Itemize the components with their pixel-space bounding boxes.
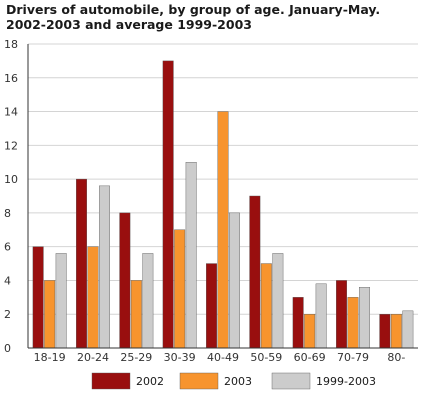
bar-2002-18-19 [32, 246, 44, 349]
legend-label: 1999-2003 [316, 375, 376, 388]
bar-1999-2003-80- [402, 310, 414, 349]
bar-2003-30-39 [174, 229, 186, 349]
bar-1999-2003-70-79 [359, 287, 370, 349]
legend-swatch-1999-2003 [271, 372, 311, 390]
x-tick-labels: 18-19 20-24 25-29 30-39 40-49 50-59 60-69 70-79… [34, 351, 406, 364]
bar-2003-50-59 [260, 263, 272, 349]
bar-2002-20-24 [76, 178, 87, 349]
bar-2003-18-19 [44, 280, 56, 349]
x-tick-label: 70-79 [337, 351, 369, 364]
x-tick-label: 30-39 [164, 351, 196, 364]
bar-1999-2003-20-24 [99, 185, 110, 349]
axes [27, 44, 418, 349]
bar-2002-80- [379, 314, 391, 349]
bar-2003-70-79 [347, 297, 359, 349]
legend-label: 2003 [224, 375, 252, 388]
x-tick-label: 25-29 [120, 351, 152, 364]
legend-swatch-2003 [179, 372, 219, 390]
y-tick-label: 18 [4, 38, 18, 51]
y-tick-label: 12 [4, 139, 18, 152]
x-tick-label: 60-69 [294, 351, 326, 364]
bars [32, 60, 414, 349]
y-tick-label: 14 [4, 106, 18, 119]
y-tick-label: 8 [4, 207, 11, 220]
bar-2002-30-39 [162, 60, 174, 349]
x-tick-label: 50-59 [250, 351, 282, 364]
bar-2002-70-79 [336, 280, 347, 349]
bar-2002-40-49 [206, 263, 217, 349]
legend-swatch-2002 [91, 372, 131, 390]
bar-2003-40-49 [217, 111, 229, 349]
chart-title: Drivers of automobile, by group of age. … [6, 2, 381, 32]
bar-2003-25-29 [130, 280, 142, 349]
bar-2003-60-69 [304, 314, 316, 349]
y-tick-label: 4 [4, 274, 11, 287]
y-tick-label: 16 [4, 72, 18, 85]
y-tick-label: 0 [4, 342, 11, 355]
bar-2002-25-29 [119, 212, 131, 349]
x-tick-label: 20-24 [77, 351, 109, 364]
bar-1999-2003-30-39 [185, 162, 197, 349]
bar-1999-2003-60-69 [315, 283, 327, 349]
legend-label: 2002 [136, 375, 164, 388]
bar-2002-50-59 [249, 195, 261, 349]
bar-2002-60-69 [292, 297, 304, 349]
bar-1999-2003-50-59 [272, 253, 284, 349]
y-tick-label: 6 [4, 241, 11, 254]
y-tick-label: 10 [4, 173, 18, 186]
bar-2003-20-24 [87, 246, 99, 349]
bar-2003-80- [390, 314, 402, 349]
x-tick-label: 40-49 [207, 351, 239, 364]
bar-1999-2003-40-49 [229, 212, 240, 349]
x-tick-label: 80- [387, 351, 405, 364]
x-tick-label: 18-19 [34, 351, 66, 364]
y-tick-label: 2 [4, 308, 11, 321]
bar-1999-2003-18-19 [55, 253, 67, 349]
y-tick-labels: 0 2 4 6 8 10 12 14 16 18 [4, 38, 18, 355]
bar-1999-2003-25-29 [142, 253, 154, 349]
legend: 2002 2003 1999-2003 [91, 372, 376, 390]
